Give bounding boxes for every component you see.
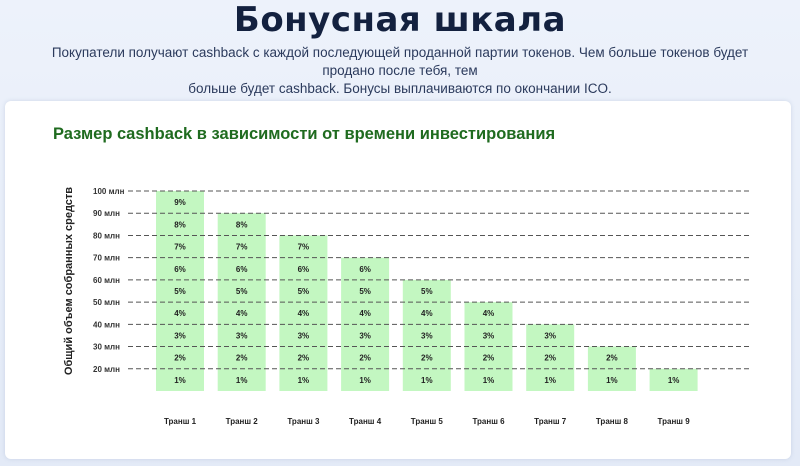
segment-label: 8% — [174, 220, 186, 229]
x-tick-label: Транш 4 — [349, 417, 382, 426]
x-tick-label: Транш 2 — [226, 417, 259, 426]
segment-label: 4% — [483, 309, 495, 318]
y-tick-label: 80 млн — [93, 231, 120, 240]
segment-label: 3% — [359, 331, 371, 340]
segment-label: 1% — [421, 376, 433, 385]
segment-label: 7% — [236, 243, 248, 252]
bar-9 — [649, 368, 698, 391]
bar-7 — [526, 324, 575, 391]
page-description-line-1: Покупатели получают cashback с каждой по… — [51, 45, 749, 78]
segment-label: 5% — [359, 287, 371, 296]
y-axis-title: Общий объем собранных средств — [63, 187, 75, 375]
segment-label: 1% — [174, 376, 186, 385]
segment-label: 4% — [236, 309, 248, 318]
bar-1 — [156, 191, 204, 391]
y-tick-label: 20 млн — [93, 365, 120, 374]
segment-label: 2% — [298, 354, 310, 363]
chart-title: Размер cashback в зависимости от времени… — [53, 125, 556, 143]
segment-label: 3% — [298, 331, 310, 340]
page-description: Покупатели получают cashback с каждой по… — [30, 44, 770, 98]
segment-label: 1% — [606, 376, 618, 385]
x-tick-label: Транш 8 — [596, 417, 629, 426]
y-tick-label: 40 млн — [93, 320, 120, 329]
segment-label: 4% — [421, 309, 433, 318]
cashback-bar-chart: 100 млн 90 млн 80 млн 70 млн 60 млн 50 млн 40 … — [63, 187, 750, 426]
segment-label: 2% — [606, 354, 618, 363]
segment-label: 2% — [421, 354, 433, 363]
page-description-line-2: больше будет cashback. Бонусы выплачиваю… — [188, 81, 612, 96]
segment-label: 4% — [174, 309, 186, 318]
segment-label: 4% — [298, 309, 310, 318]
segment-label: 5% — [236, 287, 248, 296]
x-tick-label: Транш 7 — [534, 417, 567, 426]
segment-label: 5% — [298, 287, 310, 296]
x-tick-label: Транш 1 — [164, 417, 197, 426]
x-tick-label: Транш 3 — [287, 417, 320, 426]
segment-label: 6% — [298, 265, 310, 274]
segment-label: 2% — [236, 354, 248, 363]
segment-label: 7% — [174, 243, 186, 252]
x-tick-label: Транш 5 — [411, 417, 444, 426]
segment-label: 6% — [359, 265, 371, 274]
y-tick-label: 50 млн — [93, 298, 120, 307]
y-tick-label: 100 млн — [93, 187, 125, 196]
chart-card: Размер cashback в зависимости от времени… — [5, 101, 791, 459]
segment-label: 2% — [174, 354, 186, 363]
segment-label: 3% — [236, 331, 248, 340]
segment-label: 3% — [174, 331, 186, 340]
segment-label: 3% — [544, 331, 556, 340]
segment-label: 6% — [236, 265, 248, 274]
segment-label: 2% — [483, 354, 495, 363]
segment-label: 2% — [544, 354, 556, 363]
bar-3 — [279, 235, 328, 391]
segment-label: 3% — [421, 331, 433, 340]
segment-label: 6% — [174, 265, 186, 274]
page-title: Бонусная шкала — [233, 0, 567, 40]
segment-label: 1% — [668, 376, 680, 385]
y-tick-label: 60 млн — [93, 276, 120, 285]
segment-label: 5% — [421, 287, 433, 296]
segment-label: 1% — [359, 376, 371, 385]
y-tick-label: 30 млн — [93, 343, 120, 352]
y-tick-label: 90 млн — [93, 209, 120, 218]
segment-label: 1% — [236, 376, 248, 385]
segment-label: 4% — [359, 309, 371, 318]
x-tick-label: Транш 9 — [658, 417, 691, 426]
bar-4 — [341, 257, 390, 391]
segment-label: 2% — [359, 354, 371, 363]
x-tick-label: Транш 6 — [472, 417, 505, 426]
segment-label: 1% — [483, 376, 495, 385]
segment-label: 1% — [298, 376, 310, 385]
segment-label: 9% — [174, 198, 186, 207]
segment-label: 5% — [174, 287, 186, 296]
y-tick-label: 70 млн — [93, 254, 120, 263]
segment-label: 7% — [298, 243, 310, 252]
segment-label: 1% — [544, 376, 556, 385]
segment-label: 8% — [236, 220, 248, 229]
bar-5 — [402, 279, 451, 391]
segment-label: 3% — [483, 331, 495, 340]
